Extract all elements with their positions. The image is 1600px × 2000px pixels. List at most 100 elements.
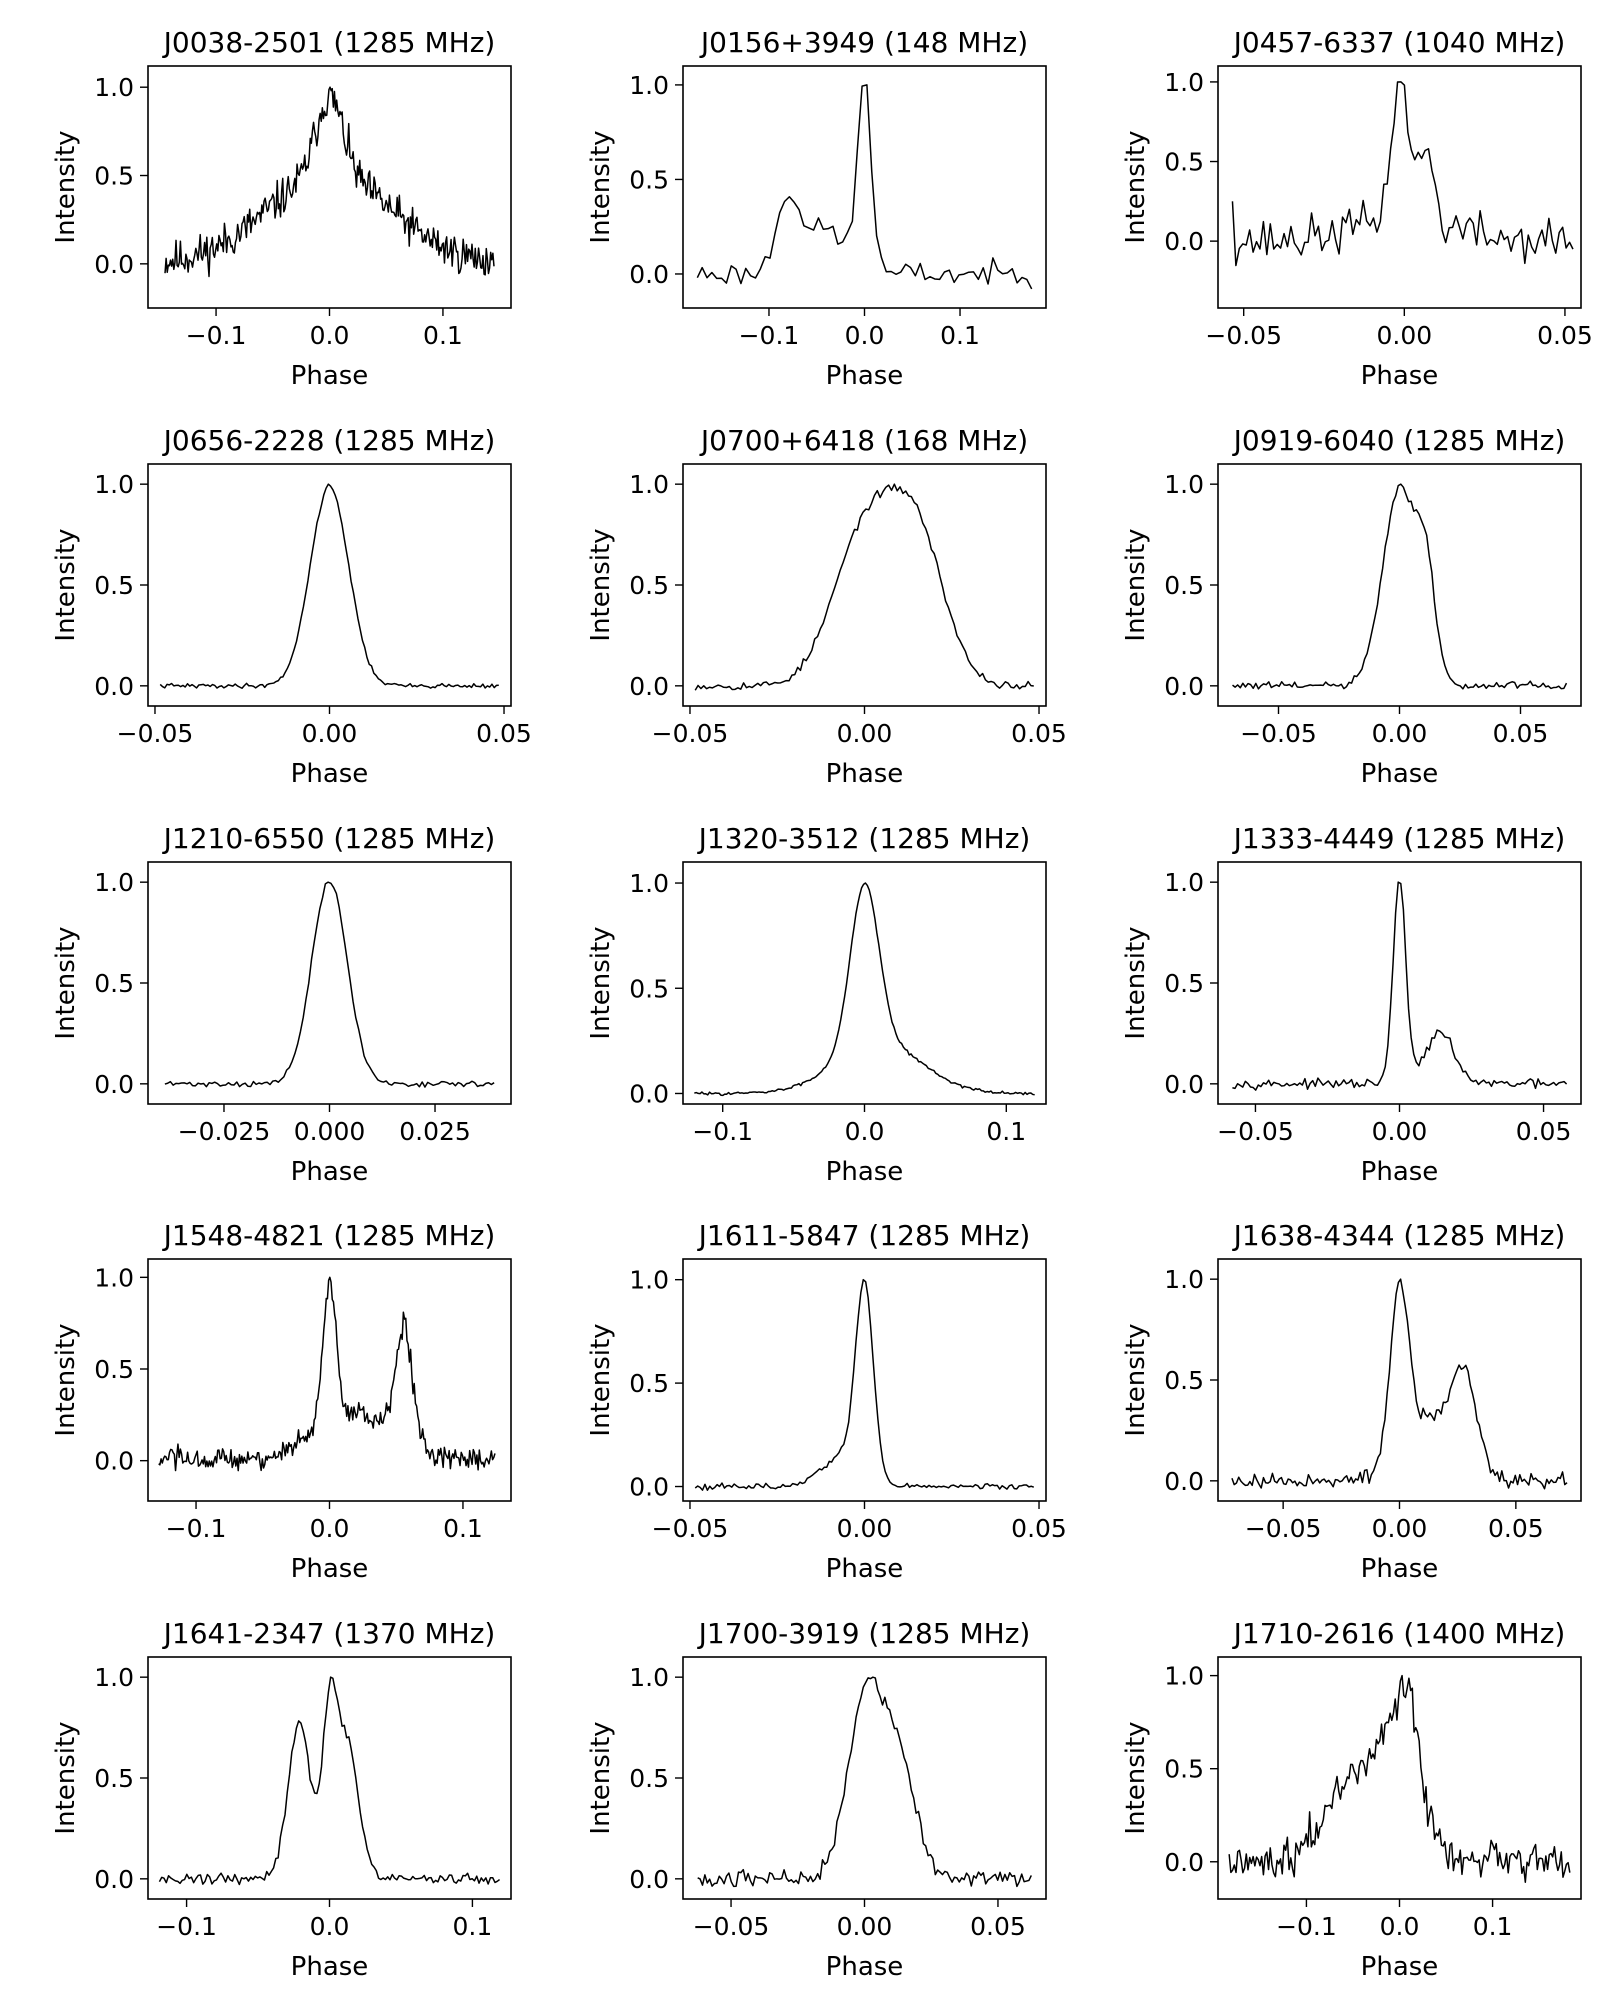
y-tick-label: 1.0 [629,1663,669,1692]
y-tick-label: 0.0 [629,260,669,289]
x-tick-label: −0.05 [652,1514,729,1543]
profile-line [1231,1278,1568,1490]
y-tick-label: 0.5 [94,1764,134,1793]
x-tick-label: 0.0 [310,321,350,350]
x-tick-label: 0.1 [423,321,463,350]
axes-frame [1217,65,1582,309]
y-tick-label: 0.5 [1164,148,1204,177]
subplot-11: J1611-5847 (1285 MHz) −0.05 0.00 0.05 0.0 0.5… [586,1219,1067,1584]
profile-line [164,881,495,1088]
x-tick-label: 0.00 [1372,1117,1428,1146]
subplot-10: J1548-4821 (1285 MHz) −0.1 0.0 0.1 0.0 0.5 1.0… [51,1219,512,1584]
profile-line [1231,81,1574,267]
y-tick-label: 1.0 [629,869,669,898]
x-tick-label: 0.05 [476,719,532,748]
y-tick-label: 0.5 [94,162,134,191]
x-tick-label: 0.00 [837,1912,893,1941]
y-tick-label: 0.0 [94,250,134,279]
y-tick-label: 1.0 [94,470,134,499]
subplot-title: J0656-2228 (1285 MHz) [162,424,496,457]
x-tick-label: 0.0 [1380,1912,1420,1941]
x-tick-label: 0.05 [1011,1514,1067,1543]
profile-line [164,86,495,278]
x-tick-label: 0.1 [453,1912,493,1941]
y-tick-label: 0.0 [1164,1848,1204,1877]
x-tick-label: 0.000 [294,1117,366,1146]
x-tick-label: 0.05 [1516,1117,1572,1146]
y-axis-label: Intensity [1121,528,1151,641]
subplot-title: J0038-2501 (1285 MHz) [162,26,496,59]
subplot-title: J0156+3949 (148 MHz) [699,26,1028,59]
y-tick-label: 0.0 [629,1079,669,1108]
y-tick-label: 0.0 [629,672,669,701]
subplot-title: J1700-3919 (1285 MHz) [697,1617,1031,1650]
x-tick-label: −0.05 [117,719,194,748]
profile-line [697,1676,1032,1888]
profile-line [1232,881,1568,1091]
subplot-9: J1333-4449 (1285 MHz) −0.05 0.00 0.05 0.0 0.5… [1121,822,1582,1187]
y-axis-label: Intensity [586,528,616,641]
y-axis-label: Intensity [586,1323,616,1436]
x-tick-label: 0.1 [986,1117,1026,1146]
y-tick-label: 0.0 [94,1447,134,1476]
x-tick-label: −0.1 [692,1117,753,1146]
subplot-title: J1638-4344 (1285 MHz) [1232,1219,1566,1252]
y-axis-label: Intensity [51,130,81,243]
subplot-7: J1210-6550 (1285 MHz) −0.025 0.000 0.025 0.0… [51,822,512,1187]
y-tick-label: 1.0 [94,1663,134,1692]
x-tick-label: −0.1 [156,1912,217,1941]
x-tick-label: 0.0 [310,1514,350,1543]
x-tick-label: 0.05 [970,1912,1026,1941]
profile-line [159,483,499,689]
x-tick-label: 0.0 [310,1912,350,1941]
y-axis-label: Intensity [51,926,81,1039]
subplot-title: J1320-3512 (1285 MHz) [697,822,1031,855]
profile-line [694,882,1035,1097]
y-tick-label: 0.5 [94,571,134,600]
y-tick-label: 1.0 [1164,868,1204,897]
subplot-title: J1710-2616 (1400 MHz) [1232,1617,1566,1650]
x-tick-label: 0.1 [443,1514,483,1543]
x-axis-label: Phase [826,1554,904,1584]
y-tick-label: 0.5 [629,974,669,1003]
x-tick-label: −0.05 [1205,321,1282,350]
x-tick-label: −0.1 [1276,1912,1337,1941]
subplot-12: J1638-4344 (1285 MHz) −0.05 0.00 0.05 0.0 0.5… [1121,1219,1582,1584]
profile-line [1228,1674,1571,1883]
x-axis-label: Phase [291,1554,369,1584]
x-tick-label: 0.00 [1376,321,1432,350]
subplot-title: J1641-2347 (1370 MHz) [162,1617,496,1650]
y-tick-label: 0.5 [94,1355,134,1384]
x-tick-label: −0.05 [1240,719,1317,748]
profile-line [158,1276,496,1472]
subplot-5: J0700+6418 (168 MHz) −0.05 0.00 0.05 0.0 0.5 1… [586,424,1067,789]
y-axis-label: Intensity [586,1721,616,1834]
y-tick-label: 0.5 [1164,571,1204,600]
y-tick-label: 1.0 [94,868,134,897]
subplot-title: J1548-4821 (1285 MHz) [162,1219,496,1252]
x-axis-label: Phase [1361,1952,1439,1982]
x-tick-label: 0.0 [845,321,885,350]
subplot-title: J0919-6040 (1285 MHz) [1232,424,1566,457]
x-axis-label: Phase [826,759,904,789]
subplot-title: J1333-4449 (1285 MHz) [1232,822,1566,855]
x-axis-label: Phase [826,1157,904,1187]
y-tick-label: 0.0 [1164,1467,1204,1496]
y-tick-label: 0.0 [1164,672,1204,701]
y-tick-label: 0.5 [1164,1366,1204,1395]
subplot-4: J0656-2228 (1285 MHz) −0.05 0.00 0.05 0.0 0.5… [51,424,532,789]
x-axis-label: Phase [291,1157,369,1187]
x-tick-label: 0.0 [845,1117,885,1146]
y-tick-label: 0.5 [1164,969,1204,998]
y-tick-label: 0.5 [629,1764,669,1793]
subplot-6: J0919-6040 (1285 MHz) −0.05 0.00 0.05 0.0 0.5… [1121,424,1582,789]
x-axis-label: Phase [291,361,369,391]
subplot-8: J1320-3512 (1285 MHz) −0.1 0.0 0.1 0.0 0.5 1.0… [586,822,1047,1187]
x-tick-label: 0.05 [1011,719,1067,748]
subplot-3: J0457-6337 (1040 MHz) −0.05 0.00 0.05 0.0 0.5… [1121,26,1593,391]
profile-line [696,84,1033,290]
profile-line [694,483,1034,691]
subplot-title: J0700+6418 (168 MHz) [699,424,1028,457]
y-axis-label: Intensity [51,1323,81,1436]
